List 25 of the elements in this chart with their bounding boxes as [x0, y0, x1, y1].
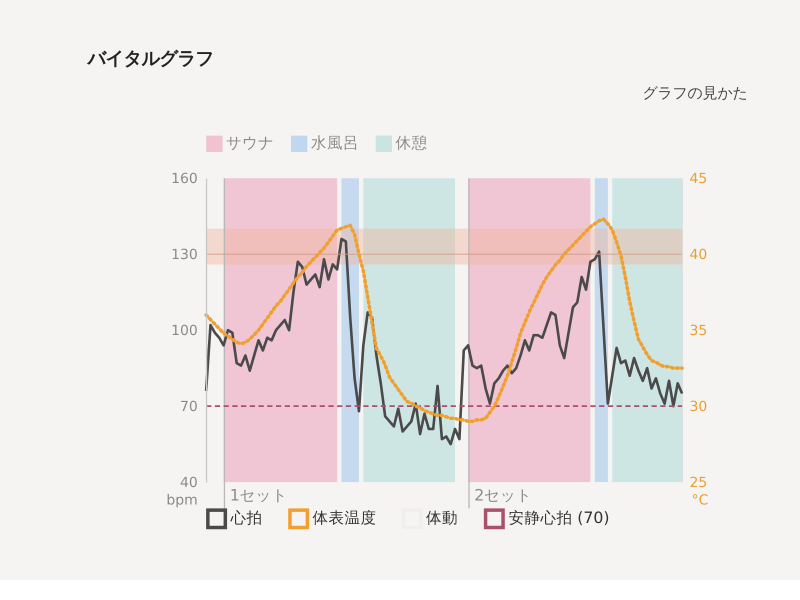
text: 1セット — [230, 485, 288, 504]
chart-title: バイタルグラフ — [86, 48, 214, 70]
y-tick-label: 160 — [171, 171, 198, 188]
legend-label: 水風呂 — [310, 133, 359, 152]
legend-label: 体動 — [426, 508, 458, 528]
y-tick-label: 40 — [180, 474, 198, 491]
text: グラフの見かた — [642, 84, 748, 102]
legend-label: 体表温度 — [312, 508, 377, 528]
line-series — [204, 238, 684, 446]
line-series — [204, 217, 684, 424]
legend-label: 安静心拍 (70) — [508, 508, 610, 528]
y-tick-label: 70 — [180, 398, 198, 415]
y2-tick-label: 45 — [690, 171, 708, 188]
y-tick-label: 130 — [171, 246, 198, 263]
y-axis-title: bpm — [166, 492, 198, 508]
text: 2セット — [474, 485, 532, 504]
y2-tick-label: 40 — [690, 246, 708, 263]
legend-label: サウナ — [226, 133, 274, 152]
legend-label: 休憩 — [396, 133, 428, 152]
y2-tick-label: 25 — [690, 474, 708, 491]
y2-tick-label: 35 — [690, 322, 708, 339]
y2-tick-label: 30 — [690, 398, 708, 415]
legend-label: 心拍 — [230, 508, 263, 528]
y2-axis-title: °C — [692, 492, 708, 508]
y-tick-label: 100 — [171, 322, 198, 339]
